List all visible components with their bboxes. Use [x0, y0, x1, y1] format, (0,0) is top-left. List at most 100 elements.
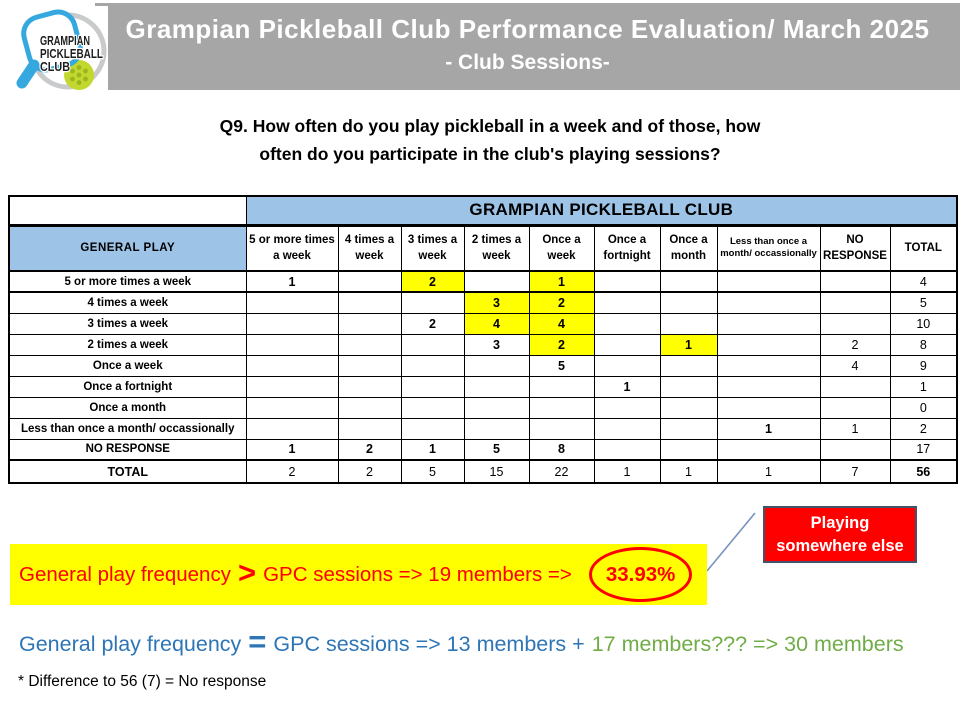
question-text: Q9. How often do you play pickleball in …	[140, 112, 840, 168]
equals-symbol: =	[248, 624, 267, 659]
row-label: Once a fortnight	[8, 375, 247, 398]
value-cell	[400, 291, 465, 314]
equal-conclusion: General play frequency = GPC sessions =>…	[10, 623, 904, 665]
value-cell: 1	[819, 417, 891, 440]
value-cell: 3	[463, 333, 530, 356]
empty-corner-cell	[8, 195, 247, 227]
equal-middle: GPC sessions => 13 members +	[273, 631, 585, 656]
table-row: 4 times a week 3 2 5	[8, 291, 958, 314]
value-cell: 1	[245, 438, 339, 461]
red-ellipse	[588, 546, 693, 602]
header-bar: Grampian Pickleball Club Performance Eva…	[95, 3, 960, 90]
paddle-icon	[16, 9, 83, 89]
footnote: * Difference to 56 (7) = No response	[18, 673, 267, 690]
question-line2: often do you participate in the club's p…	[259, 144, 721, 164]
value-cell	[245, 375, 339, 398]
value-cell	[400, 396, 465, 419]
value-cell: 2	[400, 270, 465, 293]
value-cell	[337, 312, 402, 335]
column-header: Once a month	[659, 224, 718, 272]
table-row: 3 times a week 2 4 4 10	[8, 312, 958, 335]
value-cell	[819, 312, 891, 335]
table-row: 2 times a week 3 2 1 2 8	[8, 333, 958, 356]
slide-title: Grampian Pickleball Club Performance Eva…	[125, 14, 930, 44]
question-line1: Q9. How often do you play pickleball in …	[219, 116, 761, 136]
value-cell	[463, 270, 530, 293]
value-cell: 1	[659, 333, 718, 356]
value-cell: 1	[245, 270, 339, 293]
row-label: Once a week	[8, 354, 247, 377]
value-cell	[245, 333, 339, 356]
value-cell	[593, 354, 661, 377]
value-cell	[659, 354, 718, 377]
value-cell: 1	[716, 417, 821, 440]
value-cell: 2	[889, 417, 958, 440]
value-cell	[463, 417, 530, 440]
value-cell	[245, 354, 339, 377]
value-cell	[245, 417, 339, 440]
callout-line1: Playing	[810, 514, 870, 533]
row-label: Less than once a month/ occassionally	[8, 417, 247, 440]
value-cell: 17	[889, 438, 958, 461]
column-header: 2 times a week	[463, 224, 530, 272]
club-header-cell: GRAMPIAN PICKLEBALL CLUB	[245, 195, 958, 227]
value-cell	[400, 333, 465, 356]
value-cell	[463, 354, 530, 377]
value-cell	[716, 312, 821, 335]
column-header-row: GENERAL PLAY 5 or more times a week 4 tim…	[8, 224, 958, 272]
svg-text:PICKLEBALL: PICKLEBALL	[40, 46, 103, 61]
value-cell: 0	[889, 396, 958, 419]
value-cell	[337, 333, 402, 356]
value-cell	[400, 354, 465, 377]
column-header: Once a fortnight	[593, 224, 661, 272]
value-cell: 4	[889, 270, 958, 293]
value-cell	[593, 333, 661, 356]
value-cell: 5	[889, 291, 958, 314]
row-label: 5 or more times a week	[8, 270, 247, 293]
value-cell: 9	[889, 354, 958, 377]
row-label: Once a month	[8, 396, 247, 419]
slide-subtitle: - Club Sessions-	[445, 51, 610, 74]
club-logo: GRAMPIAN PICKLEBALL CLUB	[10, 6, 108, 92]
total-cell: 2	[337, 459, 402, 484]
total-cell: 1	[593, 459, 661, 484]
value-cell	[528, 417, 595, 440]
value-cell	[659, 396, 718, 419]
equal-green-part: 17 members??? => 30 members	[591, 631, 904, 656]
value-cell	[659, 375, 718, 398]
total-cell: 56	[889, 459, 958, 484]
playing-somewhere-else-callout: Playing somewhere else	[763, 506, 917, 563]
callout-line2: somewhere else	[776, 536, 904, 555]
table-row: 5 or more times a week 1 2 1 4	[8, 270, 958, 293]
total-cell: 1	[716, 459, 821, 484]
value-cell	[245, 291, 339, 314]
value-cell	[337, 270, 402, 293]
value-cell	[337, 291, 402, 314]
equal-prefix: General play frequency	[19, 631, 242, 656]
svg-text:CLUB: CLUB	[40, 59, 70, 74]
table-row: Less than once a month/ occassionally 1 1 2	[8, 417, 958, 440]
percentage-value: 33.93%	[588, 546, 693, 602]
value-cell	[716, 354, 821, 377]
value-cell	[659, 438, 718, 461]
row-label: 2 times a week	[8, 333, 247, 356]
total-cell: 1	[659, 459, 718, 484]
value-cell	[337, 375, 402, 398]
value-cell	[593, 396, 661, 419]
value-cell	[659, 270, 718, 293]
value-cell	[819, 438, 891, 461]
greater-than-conclusion: General play frequency > GPC sessions =>…	[10, 544, 707, 605]
value-cell	[593, 438, 661, 461]
value-cell	[593, 417, 661, 440]
club-header-row: GRAMPIAN PICKLEBALL CLUB	[8, 195, 958, 227]
column-header: 4 times a week	[337, 224, 402, 272]
value-cell: 1	[528, 270, 595, 293]
value-cell	[659, 312, 718, 335]
value-cell: 2	[528, 291, 595, 314]
value-cell	[716, 291, 821, 314]
column-header: Once a week	[528, 224, 595, 272]
column-header: NO RESPONSE	[819, 224, 891, 272]
value-cell	[245, 312, 339, 335]
column-header: TOTAL	[889, 224, 958, 272]
value-cell	[659, 291, 718, 314]
